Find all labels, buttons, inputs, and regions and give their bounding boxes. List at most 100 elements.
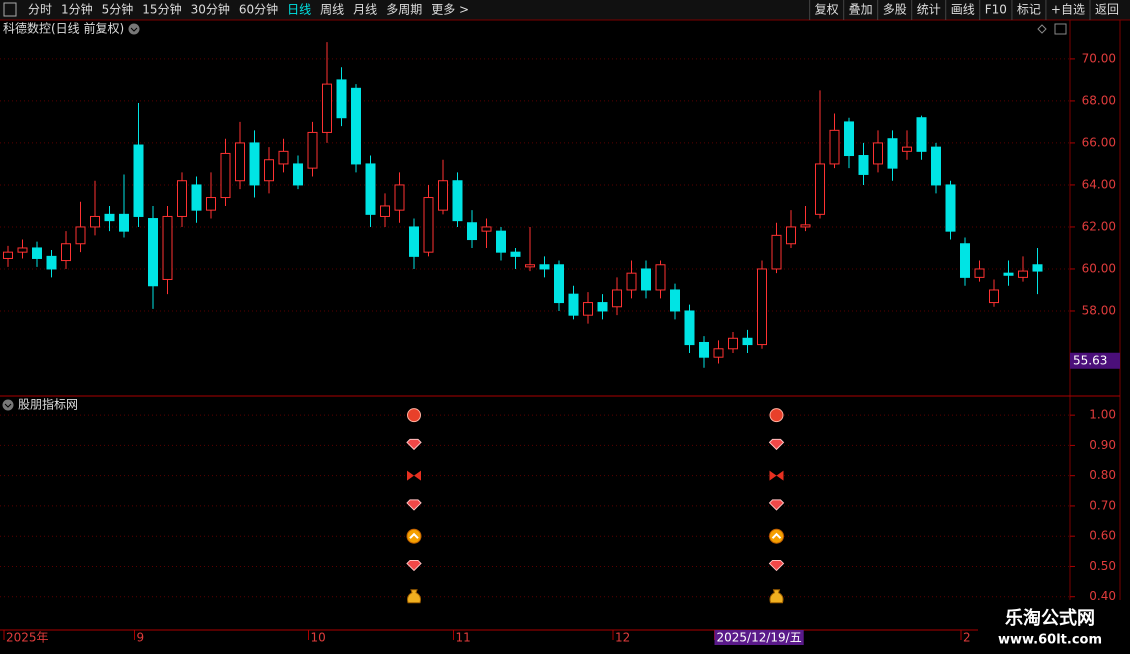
candle-body (844, 121, 854, 157)
signal-icon (769, 589, 784, 604)
candle-body (278, 150, 289, 165)
toolbar-button[interactable]: 画线 (951, 3, 975, 17)
signal-icon (406, 499, 422, 511)
x-tick-label: 2025/12/19/五 (717, 631, 802, 645)
candle-body (46, 255, 57, 270)
y-tick-label: 0.50 (1089, 559, 1116, 573)
toolbar-tab[interactable]: 周线 (320, 3, 344, 17)
chevron (130, 27, 138, 32)
toolbar-tab[interactable]: 5分钟 (102, 2, 134, 17)
candle-body (728, 337, 738, 350)
candle-body (496, 230, 506, 253)
y-tick-label: 70.00 (1082, 51, 1116, 65)
candle-body (438, 180, 448, 211)
toolbar-button[interactable]: 返回 (1095, 3, 1119, 17)
y-tick-label: 58.00 (1082, 303, 1116, 317)
signal-icon (768, 438, 785, 451)
toolbar-tab[interactable]: 30分钟 (191, 2, 230, 17)
candle-body (148, 218, 158, 287)
candle-body (655, 264, 666, 291)
candle-body (510, 251, 521, 257)
candle-body (104, 213, 115, 222)
toolbar-tab[interactable]: 15分钟 (142, 2, 181, 17)
candle-body (177, 180, 187, 217)
toolbar-button[interactable]: 叠加 (849, 3, 873, 17)
candle-body (757, 268, 767, 346)
candle-body (1018, 270, 1028, 278)
y-tick-label: 0.90 (1089, 438, 1116, 452)
candle-body (17, 247, 28, 253)
y-tick-label: 64.00 (1082, 177, 1116, 191)
price-marker-label: 55.63 (1073, 353, 1107, 367)
y-tick-label: 0.80 (1089, 468, 1116, 482)
candle-body (365, 163, 376, 215)
candle-body (858, 155, 869, 175)
y-tick-label: 0.70 (1089, 498, 1116, 512)
candle-body (786, 226, 796, 245)
candle-body (452, 180, 463, 222)
signal-icon-detail (409, 532, 419, 539)
y-tick-label: 68.00 (1082, 93, 1116, 107)
candle-body (1003, 272, 1014, 276)
signal-icon (406, 559, 422, 572)
toolbar-button[interactable]: F10 (985, 3, 1007, 17)
candle-body (829, 129, 840, 165)
candle-body (670, 289, 680, 312)
toolbar-tab[interactable]: 1分钟 (61, 2, 93, 17)
toolbar-tab[interactable]: 更多 > (431, 3, 469, 17)
candle-body (699, 341, 709, 358)
y-tick-label: 0.60 (1089, 529, 1116, 543)
candle-body (380, 205, 390, 217)
toolbar-tab[interactable]: 60分钟 (239, 2, 278, 17)
toolbar-tab[interactable]: 月线 (353, 3, 377, 17)
candle-body (1032, 264, 1043, 272)
candle-body (641, 268, 651, 291)
candle-body (568, 293, 579, 316)
candle-body (554, 264, 564, 304)
candle-body (61, 243, 71, 262)
candle-body (162, 215, 173, 280)
candle-body (989, 289, 999, 304)
candle-body (960, 243, 970, 278)
x-tick-label: 9 (137, 631, 145, 645)
toolbar (0, 0, 1130, 20)
candle-body (902, 146, 912, 152)
candle-body (916, 117, 927, 152)
signal-icon (407, 589, 421, 604)
x-tick-label: 2 (963, 631, 971, 645)
candle-body (873, 142, 883, 165)
candle-body (467, 222, 477, 241)
toolbar-button[interactable]: 复权 (815, 3, 839, 17)
candle-body (336, 79, 347, 119)
watermark-box (978, 600, 1130, 650)
candle-body (887, 138, 898, 169)
candle-body (264, 159, 274, 182)
y-tick-label: 60.00 (1082, 261, 1116, 275)
candle-body (945, 184, 956, 232)
candle-body (206, 197, 216, 211)
candle-body (800, 224, 811, 228)
candle-body (684, 310, 695, 346)
candle-body (220, 152, 231, 199)
toolbar-button[interactable]: 标记 (1017, 3, 1041, 17)
candle-body (191, 184, 202, 211)
candle-body (90, 215, 100, 228)
toolbar-tab[interactable]: 日线 (287, 3, 311, 17)
candle-body (931, 146, 941, 186)
candle-body (713, 348, 724, 358)
candle-body (525, 264, 535, 268)
toolbar-tab[interactable]: 多周期 (386, 3, 422, 17)
candle-body (235, 142, 245, 182)
chevron (4, 403, 12, 408)
x-tick-label: 2025年 (6, 631, 49, 645)
toolbar-button[interactable]: 统计 (917, 3, 941, 17)
x-tick-label: 10 (311, 631, 326, 645)
x-tick-label: 12 (615, 631, 630, 645)
toolbar-tab[interactable]: 分时 (28, 3, 52, 17)
candle-body (322, 83, 332, 133)
toolbar-button[interactable]: 多股 (883, 3, 907, 17)
toolbar-button[interactable]: +自选 (1051, 3, 1085, 17)
y-tick-label: 0.40 (1089, 589, 1116, 603)
indicator-title: 股朋指标网 (18, 397, 78, 412)
